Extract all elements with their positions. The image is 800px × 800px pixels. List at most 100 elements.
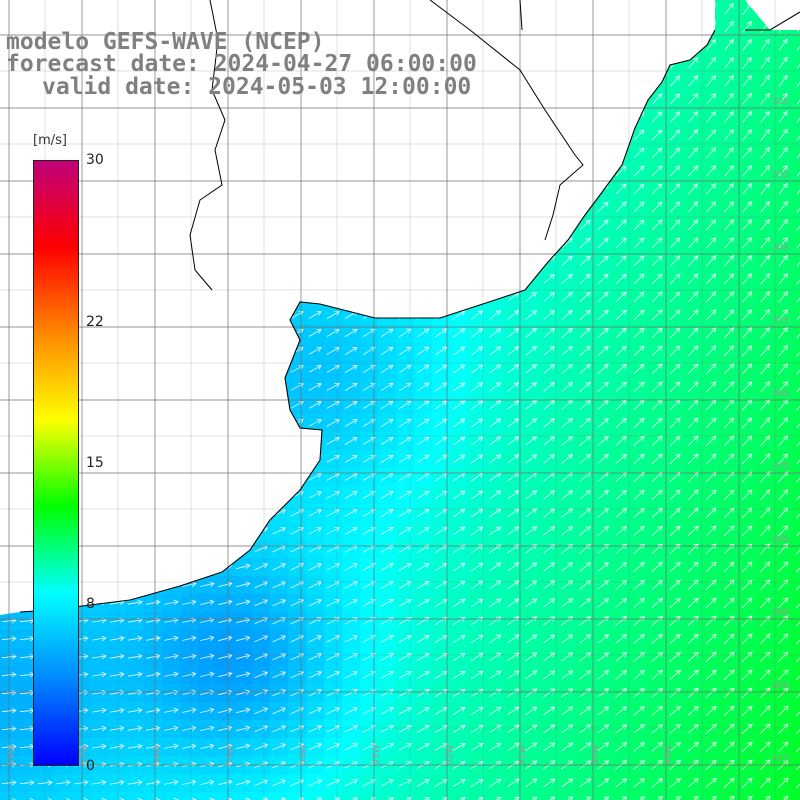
latitude-label: 39S (772, 608, 789, 618)
wind-arrow (795, 783, 800, 789)
field-cell (432, 648, 451, 667)
field-cell (486, 684, 505, 703)
wind-arrow (724, 219, 735, 231)
wind-arrow (110, 671, 125, 678)
wind-arrow (489, 436, 502, 446)
wind-arrow (416, 526, 430, 536)
field-cell (486, 414, 505, 433)
wind-arrow (615, 435, 627, 446)
wind-arrow (254, 707, 269, 715)
wind-arrow (633, 327, 645, 339)
wind-arrow (380, 599, 394, 607)
field-cell (792, 522, 800, 541)
field-cell (720, 468, 739, 487)
field-cell (738, 234, 757, 253)
field-cell (558, 594, 577, 613)
wind-arrow (633, 670, 646, 680)
field-cell (396, 468, 415, 487)
field-cell (342, 504, 361, 523)
field-cell (792, 414, 800, 433)
wind-arrow (670, 93, 681, 105)
wind-arrow (651, 147, 663, 159)
field-cell (324, 594, 343, 613)
field-cell (792, 342, 800, 361)
field-cell (324, 558, 343, 577)
field-cell (648, 108, 667, 127)
field-cell (720, 522, 739, 541)
wind-arrow (687, 381, 699, 393)
field-cell (486, 522, 505, 541)
wind-arrow (182, 635, 197, 641)
field-cell (36, 792, 55, 800)
wind-arrow (688, 57, 698, 69)
wind-arrow (416, 346, 430, 356)
wind-arrow (675, 796, 682, 800)
wind-arrow (308, 311, 322, 319)
field-cell (306, 612, 325, 631)
wind-arrow (651, 742, 664, 752)
field-cell (414, 342, 433, 361)
field-cell (612, 540, 631, 559)
field-cell (774, 108, 793, 127)
wind-arrow (344, 329, 358, 337)
wind-arrow (110, 635, 125, 642)
field-cell (558, 252, 577, 271)
field-cell (756, 252, 775, 271)
field-cell (594, 360, 613, 379)
field-cell (738, 792, 757, 800)
field-cell (792, 270, 800, 289)
field-cell (720, 198, 739, 217)
field-cell (378, 558, 397, 577)
field-cell (486, 702, 505, 721)
field-cell (522, 558, 541, 577)
field-cell (612, 270, 631, 289)
wind-arrow (651, 435, 663, 447)
field-cell (684, 792, 703, 800)
wind-arrow (729, 795, 735, 800)
wind-arrow (724, 291, 735, 303)
wind-arrow (777, 633, 789, 645)
wind-arrow (724, 255, 735, 267)
field-cell (324, 324, 343, 343)
wind-arrow (705, 651, 717, 663)
colorbar-tick-label: 22 (86, 313, 104, 330)
field-cell (558, 270, 577, 289)
field-cell (756, 360, 775, 379)
field-cell (414, 432, 433, 451)
field-cell (432, 594, 451, 613)
field-cell (720, 342, 739, 361)
wind-arrow (146, 779, 161, 786)
wind-arrow (506, 778, 520, 788)
wind-arrow (146, 743, 161, 750)
field-cell (630, 648, 649, 667)
wind-arrow (615, 237, 627, 249)
wind-arrow (398, 418, 412, 428)
field-cell (540, 396, 559, 415)
wind-arrow (525, 364, 538, 374)
wind-arrow (489, 490, 502, 500)
field-cell (756, 648, 775, 667)
wind-arrow (795, 765, 800, 771)
wind-arrow (308, 707, 323, 715)
field-cell (720, 162, 739, 181)
field-cell (666, 108, 685, 127)
colorbar (33, 160, 79, 766)
wind-arrow (760, 128, 770, 141)
wind-arrow (561, 364, 573, 374)
field-cell (738, 72, 757, 91)
field-cell (648, 252, 667, 271)
field-cell (594, 450, 613, 469)
field-cell (630, 162, 649, 181)
field-cell (396, 396, 415, 415)
colorbar-unit-label: [m/s] (33, 133, 67, 148)
field-cell (702, 684, 721, 703)
field-cell (702, 180, 721, 199)
field-cell (702, 522, 721, 541)
field-cell (666, 360, 685, 379)
wind-arrow (597, 219, 609, 231)
wind-arrow (795, 657, 800, 663)
field-cell (612, 666, 631, 685)
field-cell (702, 450, 721, 469)
wind-arrow (723, 453, 735, 465)
field-cell (594, 396, 613, 415)
